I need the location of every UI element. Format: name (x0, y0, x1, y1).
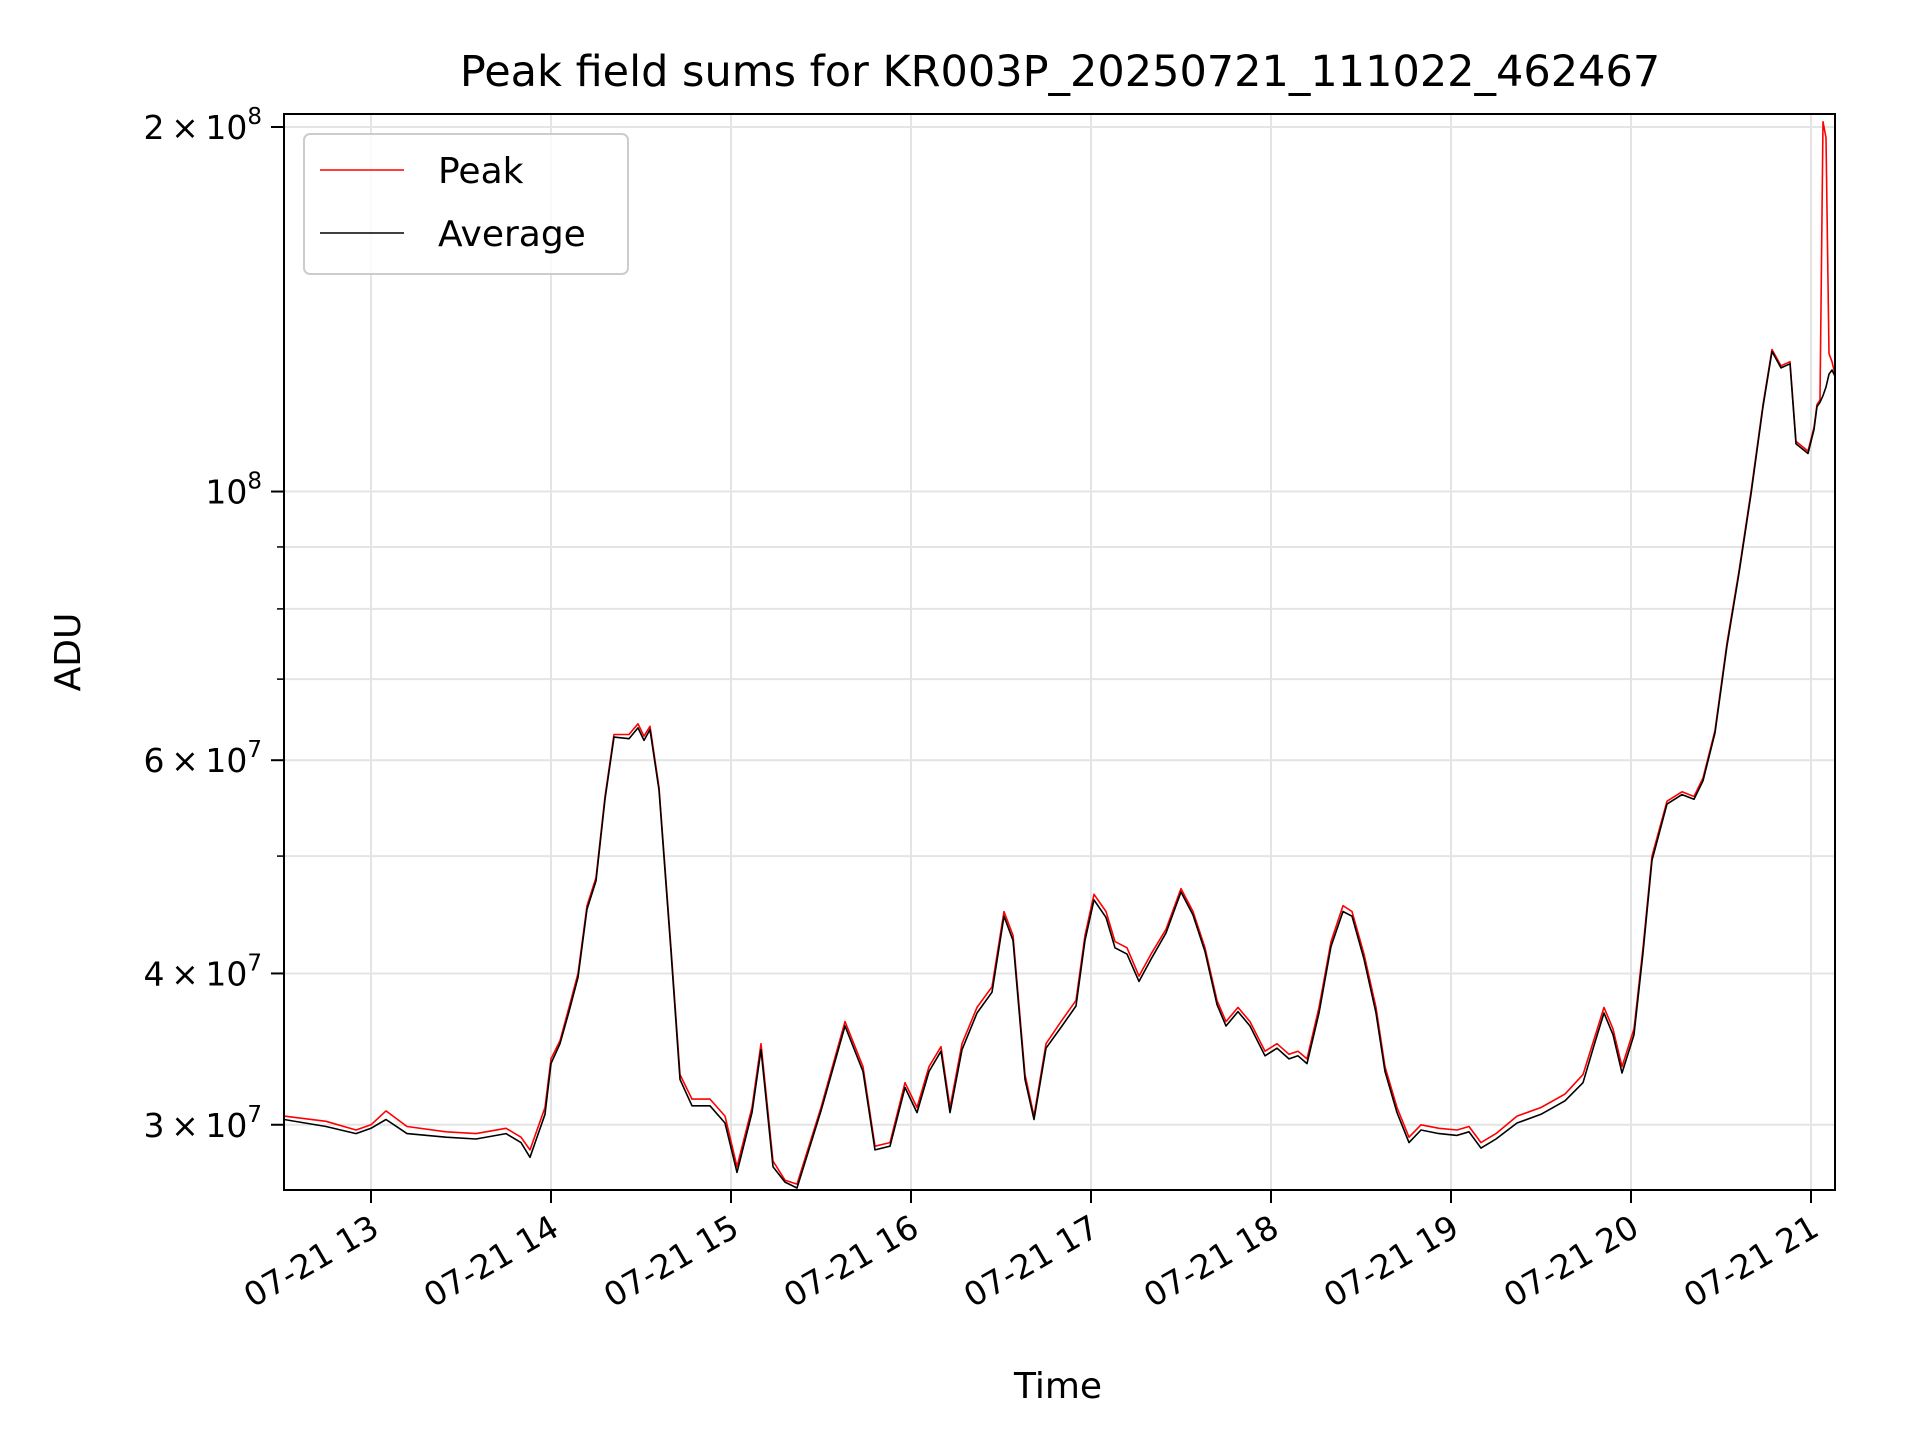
x-tick-label: 07-21 17 (957, 1207, 1105, 1315)
legend-box (303, 133, 629, 275)
y-tick-label: 3 × 107 (144, 1102, 262, 1145)
gridlines (284, 114, 1835, 1190)
chart-title: Peak field sums for KR003P_20250721_1110… (460, 47, 1660, 97)
x-tick-label: 07-21 14 (417, 1207, 565, 1315)
y-axis-label: ADU (48, 613, 89, 692)
x-tick-label: 07-21 21 (1677, 1207, 1825, 1315)
legend: Peak Average (303, 133, 629, 275)
plot-frame (283, 113, 1836, 1191)
x-tick-label: 07-21 19 (1317, 1207, 1465, 1315)
legend-peak-label: Peak (438, 151, 524, 192)
x-axis-label: Time (1013, 1366, 1102, 1407)
y-tick-label: 108 (205, 469, 262, 512)
y-tick-label: 6 × 107 (144, 737, 262, 780)
y-axis: 3 × 107 4 × 107 6 × 107 108 2 × 108 (144, 104, 284, 1145)
y-tick-label: 4 × 107 (144, 950, 262, 993)
x-tick-label: 07-21 16 (777, 1207, 925, 1315)
legend-average-label: Average (438, 214, 586, 255)
x-tick-label: 07-21 15 (597, 1207, 745, 1315)
x-tick-label: 07-21 13 (237, 1207, 385, 1315)
x-tick-label: 07-21 20 (1497, 1207, 1645, 1315)
series-line-peak (284, 121, 1835, 1185)
y-tick-label: 2 × 108 (144, 104, 262, 147)
series-layer (284, 121, 1835, 1189)
x-tick-label: 07-21 18 (1137, 1207, 1285, 1315)
x-axis: 07-21 13 07-21 14 07-21 15 07-21 16 07-21 17… (237, 1190, 1825, 1315)
series-line-average (284, 350, 1835, 1189)
